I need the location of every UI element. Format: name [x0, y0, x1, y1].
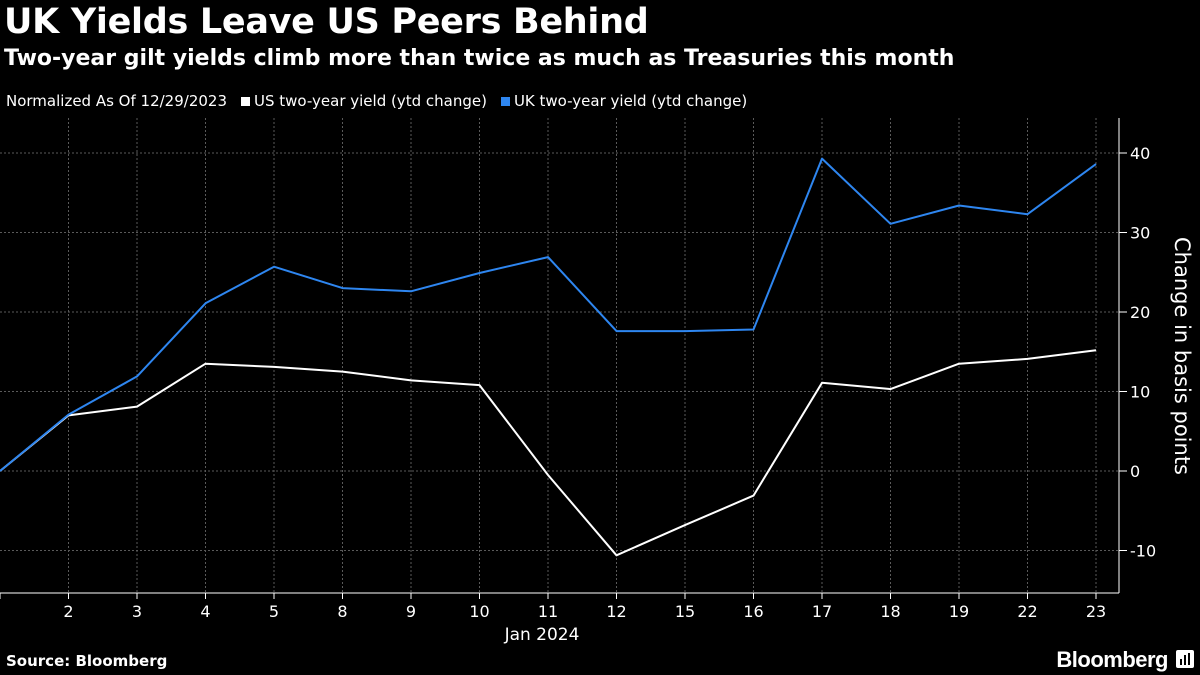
y-tick-label: -10: [1130, 542, 1156, 561]
x-tick-label: 22: [1017, 602, 1037, 621]
chart-title: UK Yields Leave US Peers Behind: [4, 2, 649, 42]
y-tick-label: 0: [1130, 462, 1140, 481]
x-tick-label: 3: [132, 602, 142, 621]
x-tick-label: 23: [1086, 602, 1106, 621]
source-note: Source: Bloomberg: [6, 652, 168, 670]
x-tick-label: 11: [538, 602, 558, 621]
legend-swatch-us: [241, 96, 250, 106]
y-tick-label: 10: [1130, 383, 1150, 402]
legend-label-us: US two-year yield (ytd change): [254, 92, 487, 110]
chart-subtitle: Two-year gilt yields climb more than twi…: [4, 46, 955, 71]
legend: Normalized As Of 12/29/2023 US two-year …: [6, 92, 761, 110]
brand-logo-text: Bloomberg: [1056, 647, 1168, 672]
x-tick-label: 9: [406, 602, 416, 621]
bloomberg-terminal-icon: [1176, 650, 1194, 668]
grid-lines: [0, 118, 1119, 593]
us-yield-line: [0, 349, 1097, 557]
x-axis-label: Jan 2024: [504, 625, 580, 645]
y-tick-label: 30: [1130, 224, 1150, 243]
x-tick-label: 4: [200, 602, 210, 621]
y-axis-label: Change in basis points: [1170, 237, 1194, 475]
x-tick-label: 8: [337, 602, 347, 621]
x-tick-label: 10: [469, 602, 489, 621]
legend-swatch-uk: [500, 96, 510, 106]
y-tick-label: 20: [1130, 303, 1150, 322]
x-tick-label: 17: [812, 602, 832, 621]
y-tick-label: 40: [1130, 144, 1150, 163]
x-tick-label: 18: [880, 602, 900, 621]
legend-label-uk: UK two-year yield (ytd change): [513, 92, 748, 110]
x-tick-label: 12: [606, 602, 626, 621]
legend-item-us: US two-year yield (ytd change): [241, 92, 487, 110]
uk-yield-line: [0, 157, 1097, 472]
legend-note-label: Normalized As Of 12/29/2023: [6, 92, 227, 110]
x-tick-label: 16: [743, 602, 763, 621]
x-tick-label: 19: [949, 602, 969, 621]
x-tick-label: 15: [675, 602, 695, 621]
series-lines: [0, 157, 1097, 557]
x-tick-label: 5: [269, 602, 279, 621]
axes: [0, 118, 1127, 599]
x-tick-label: 2: [63, 602, 73, 621]
legend-note: Normalized As Of 12/29/2023: [6, 92, 227, 110]
legend-item-uk: UK two-year yield (ytd change): [500, 92, 748, 110]
